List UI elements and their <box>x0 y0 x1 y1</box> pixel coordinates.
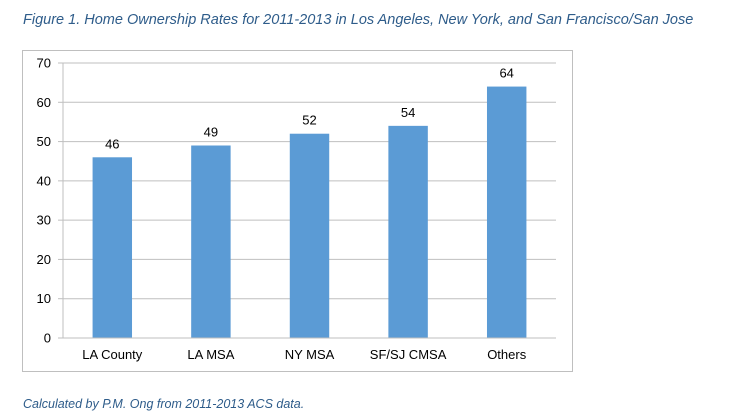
data-label: 64 <box>499 66 513 81</box>
bar-chart: 0 10 20 30 40 50 60 70 46 49 52 54 64 LA County LA M… <box>37 56 556 362</box>
data-label: 49 <box>204 125 218 140</box>
bar <box>388 125 428 338</box>
x-tick-label: NY MSA <box>285 347 335 362</box>
y-tick-label: 60 <box>37 95 51 110</box>
data-label: 52 <box>302 113 316 128</box>
figure-title: Figure 1. Home Ownership Rates for 2011-… <box>23 12 694 28</box>
y-tick-label: 10 <box>37 291 51 306</box>
x-tick-label: LA MSA <box>187 347 234 362</box>
y-tick-label: 40 <box>37 173 51 188</box>
bar <box>289 133 330 338</box>
y-tick-label: 0 <box>44 331 51 346</box>
bar <box>92 157 133 338</box>
x-axis-ticks: LA County LA MSA NY MSA SF/SJ CMSA Others <box>82 347 526 362</box>
data-label: 46 <box>105 136 119 151</box>
x-tick-label: Others <box>487 347 527 362</box>
y-axis-ticks: 0 10 20 30 40 50 60 70 <box>37 56 63 346</box>
x-tick-label: LA County <box>82 347 142 362</box>
axes <box>62 63 556 339</box>
bar <box>191 145 231 338</box>
chart-frame: 0 10 20 30 40 50 60 70 46 49 52 54 64 LA County LA M… <box>22 50 573 372</box>
y-tick-label: 70 <box>37 56 51 71</box>
y-tick-label: 20 <box>37 252 51 267</box>
x-tick-label: SF/SJ CMSA <box>370 347 447 362</box>
bars <box>92 86 527 338</box>
data-label: 54 <box>401 105 415 120</box>
data-labels: 46 49 52 54 64 <box>105 66 514 152</box>
y-tick-label: 30 <box>37 213 51 228</box>
y-tick-label: 50 <box>37 134 51 149</box>
bar <box>486 86 527 338</box>
figure-caption: Calculated by P.M. Ong from 2011-2013 AC… <box>23 397 305 411</box>
